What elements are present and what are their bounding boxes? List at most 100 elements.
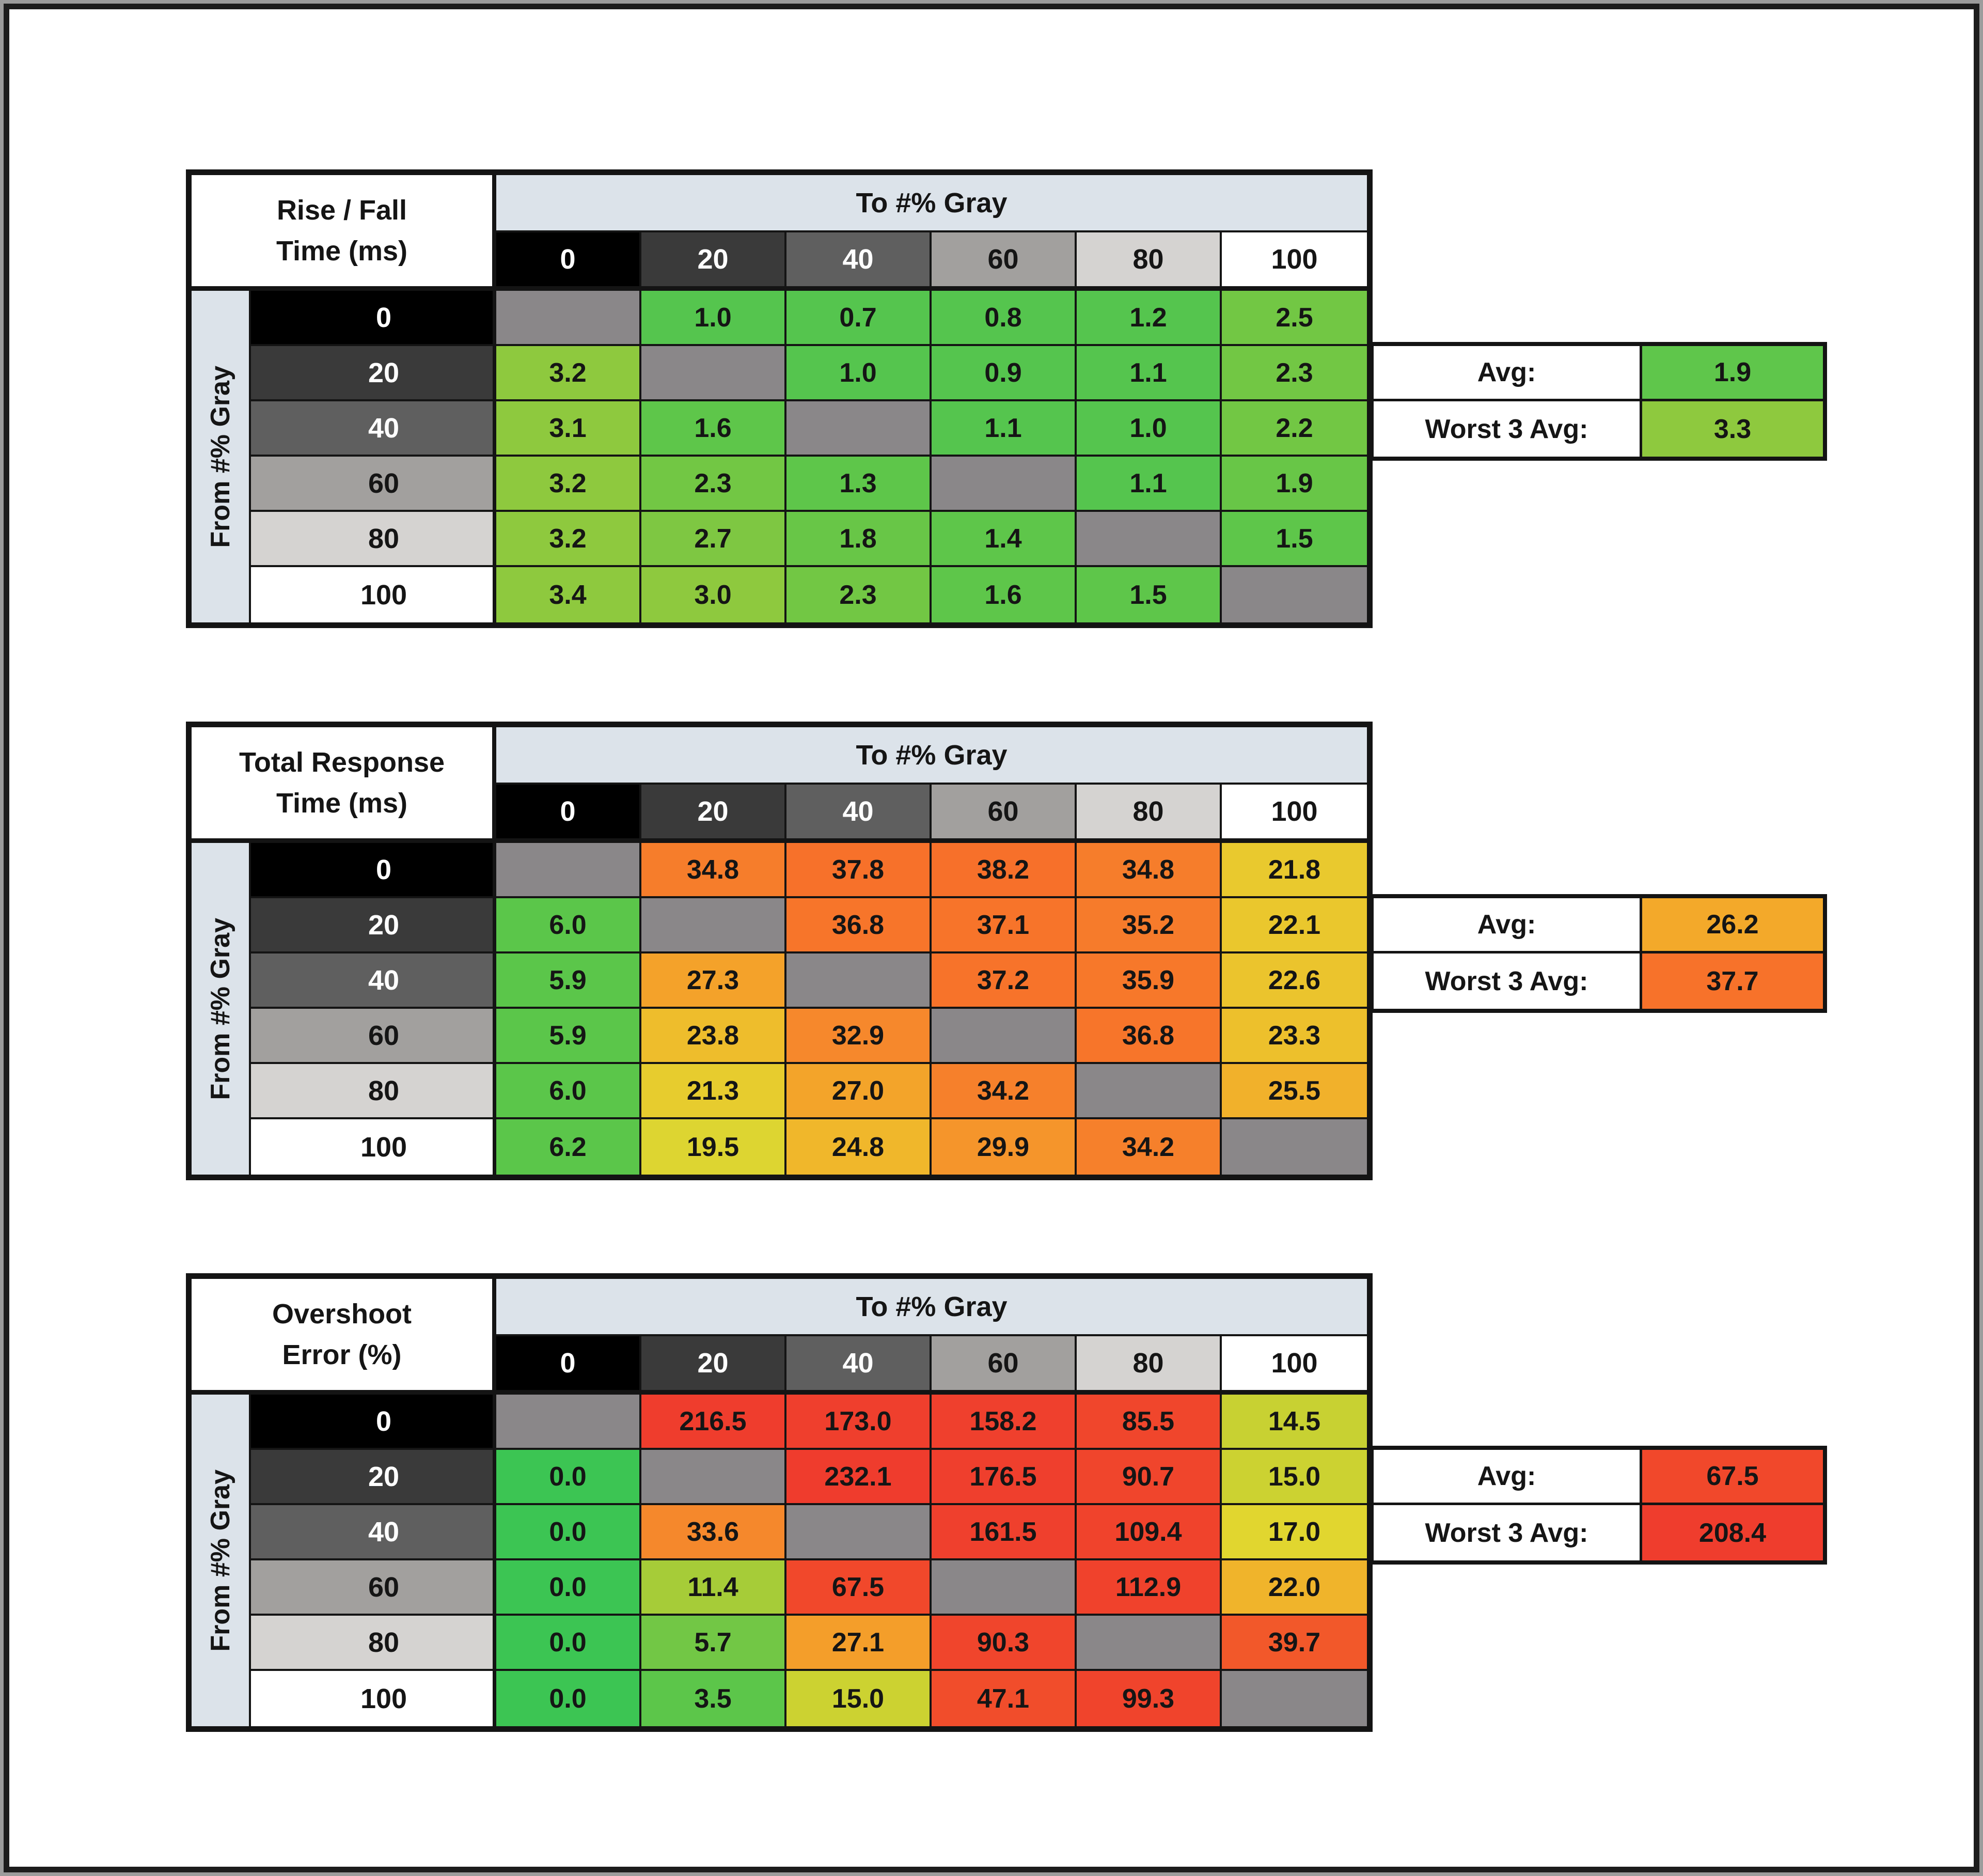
value-cell-40-to-80: 1.0 [1077,401,1222,457]
value-cell-0-to-80: 85.5 [1077,1395,1222,1450]
value-cell-20-to-60: 37.1 [932,898,1077,953]
diagonal-cell [1077,1064,1222,1119]
row-header-20: 20 [251,346,496,401]
diagonal-cell [932,457,1077,512]
col-header-100: 100 [1222,785,1367,843]
from-gray-label-text: From #% Gray [205,1469,235,1652]
avg-label: Avg: [1374,346,1642,401]
avg-value: 67.5 [1642,1450,1823,1505]
overshoot-error-title: Overshoot Error (%) [192,1279,496,1395]
value-cell-0-to-100: 14.5 [1222,1395,1367,1450]
col-header-60: 60 [932,785,1077,843]
value-cell-0-to-80: 1.2 [1077,291,1222,346]
title-line: Time (ms) [276,235,408,267]
col-header-40: 40 [786,232,932,291]
diagonal-cell [641,898,786,953]
value-cell-100-to-20: 19.5 [641,1119,786,1175]
value-cell-20-to-40: 232.1 [786,1450,932,1505]
diagonal-cell [932,1560,1077,1616]
diagonal-cell [932,1009,1077,1064]
col-header-0: 0 [496,232,641,291]
value-cell-100-to-40: 24.8 [786,1119,932,1175]
value-cell-40-to-100: 17.0 [1222,1505,1367,1560]
value-cell-20-to-0: 3.2 [496,346,641,401]
diagonal-cell [496,291,641,346]
diagonal-cell [786,953,932,1009]
col-header-60: 60 [932,232,1077,291]
avg-value: 1.9 [1642,346,1823,401]
worst3-avg-value: 37.7 [1642,953,1823,1009]
row-header-80: 80 [251,1064,496,1119]
row-header-0: 0 [251,291,496,346]
value-cell-80-to-40: 27.0 [786,1064,932,1119]
value-cell-60-to-100: 1.9 [1222,457,1367,512]
worst3-avg-value: 208.4 [1642,1505,1823,1560]
row-header-100: 100 [251,567,496,622]
value-cell-60-to-40: 1.3 [786,457,932,512]
value-cell-60-to-0: 3.2 [496,457,641,512]
diagonal-cell [496,1395,641,1450]
value-cell-20-to-40: 36.8 [786,898,932,953]
worst3-avg-value: 3.3 [1642,401,1823,457]
value-cell-80-to-0: 3.2 [496,512,641,567]
value-cell-80-to-40: 27.1 [786,1616,932,1671]
rise-fall-time-title: Rise / Fall Time (ms) [192,175,496,291]
row-header-0: 0 [251,1395,496,1450]
rise-fall-time-summary: Avg: 1.9 Worst 3 Avg: 3.3 [1370,342,1827,461]
value-cell-100-to-0: 0.0 [496,1671,641,1726]
value-cell-80-to-60: 90.3 [932,1616,1077,1671]
col-header-100: 100 [1222,232,1367,291]
col-header-40: 40 [786,785,932,843]
col-header-20: 20 [641,785,786,843]
value-cell-40-to-60: 161.5 [932,1505,1077,1560]
col-header-0: 0 [496,785,641,843]
value-cell-60-to-0: 0.0 [496,1560,641,1616]
report-frame: Rise / Fall Time (ms) To #% Gray 0 20 40 60 80 1… [4,4,1979,1872]
value-cell-100-to-60: 47.1 [932,1671,1077,1726]
value-cell-100-to-20: 3.0 [641,567,786,622]
total-response-time-title: Total Response Time (ms) [192,727,496,843]
from-gray-label: From #% Gray [192,1395,251,1726]
value-cell-20-to-0: 0.0 [496,1450,641,1505]
row-header-40: 40 [251,953,496,1009]
value-cell-0-to-100: 2.5 [1222,291,1367,346]
diagonal-cell [1077,1616,1222,1671]
value-cell-80-to-60: 1.4 [932,512,1077,567]
value-cell-20-to-40: 1.0 [786,346,932,401]
value-cell-100-to-20: 3.5 [641,1671,786,1726]
row-header-40: 40 [251,1505,496,1560]
value-cell-80-to-60: 34.2 [932,1064,1077,1119]
value-cell-0-to-20: 34.8 [641,843,786,898]
value-cell-0-to-60: 0.8 [932,291,1077,346]
value-cell-80-to-0: 6.0 [496,1064,641,1119]
value-cell-0-to-60: 158.2 [932,1395,1077,1450]
value-cell-100-to-60: 29.9 [932,1119,1077,1175]
value-cell-20-to-100: 2.3 [1222,346,1367,401]
value-cell-40-to-80: 35.9 [1077,953,1222,1009]
value-cell-60-to-20: 2.3 [641,457,786,512]
value-cell-40-to-20: 33.6 [641,1505,786,1560]
value-cell-40-to-60: 1.1 [932,401,1077,457]
value-cell-60-to-80: 36.8 [1077,1009,1222,1064]
value-cell-60-to-0: 5.9 [496,1009,641,1064]
col-header-80: 80 [1077,785,1222,843]
title-line: Rise / Fall [276,195,407,226]
avg-value: 26.2 [1642,898,1823,953]
value-cell-80-to-100: 25.5 [1222,1064,1367,1119]
worst3-avg-label: Worst 3 Avg: [1374,1505,1642,1560]
value-cell-40-to-20: 27.3 [641,953,786,1009]
value-cell-80-to-100: 1.5 [1222,512,1367,567]
value-cell-100-to-80: 99.3 [1077,1671,1222,1726]
avg-label: Avg: [1374,898,1642,953]
value-cell-80-to-20: 2.7 [641,512,786,567]
value-cell-40-to-60: 37.2 [932,953,1077,1009]
from-gray-label: From #% Gray [192,843,251,1175]
value-cell-100-to-60: 1.6 [932,567,1077,622]
row-header-60: 60 [251,457,496,512]
rise-fall-time-table: Rise / Fall Time (ms) To #% Gray 0 20 40 60 80 1… [186,169,1373,628]
value-cell-40-to-20: 1.6 [641,401,786,457]
value-cell-20-to-60: 176.5 [932,1450,1077,1505]
row-header-20: 20 [251,898,496,953]
value-cell-60-to-20: 11.4 [641,1560,786,1616]
value-cell-80-to-20: 21.3 [641,1064,786,1119]
